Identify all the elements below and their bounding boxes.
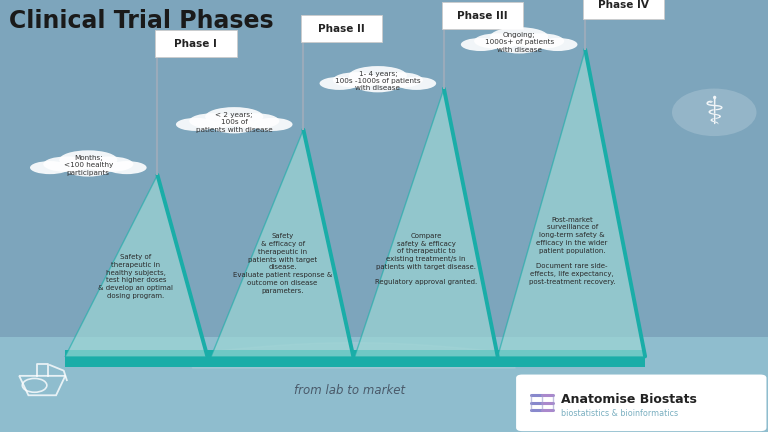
Text: from lab to market: from lab to market xyxy=(294,384,405,397)
Text: Safety of
therapeutic in
healthy subjects,
test higher doses
& develop an optima: Safety of therapeutic in healthy subject… xyxy=(98,254,174,299)
Text: biostatistics & bioinformatics: biostatistics & bioinformatics xyxy=(561,410,678,418)
Text: Months;
<100 healthy
participants: Months; <100 healthy participants xyxy=(64,155,113,176)
FancyBboxPatch shape xyxy=(516,375,766,431)
Ellipse shape xyxy=(30,161,70,174)
Ellipse shape xyxy=(461,38,501,51)
Text: Phase IV: Phase IV xyxy=(598,0,649,10)
Text: Clinical Trial Phases: Clinical Trial Phases xyxy=(9,9,274,33)
Polygon shape xyxy=(498,50,645,356)
Ellipse shape xyxy=(349,66,407,85)
Ellipse shape xyxy=(538,38,578,51)
Polygon shape xyxy=(355,89,498,356)
Ellipse shape xyxy=(517,33,564,49)
Ellipse shape xyxy=(86,156,134,172)
Ellipse shape xyxy=(232,113,280,129)
FancyBboxPatch shape xyxy=(442,2,523,29)
Ellipse shape xyxy=(176,118,216,131)
Ellipse shape xyxy=(497,39,541,54)
Polygon shape xyxy=(211,130,353,356)
Ellipse shape xyxy=(43,156,91,172)
Ellipse shape xyxy=(253,118,293,131)
Ellipse shape xyxy=(66,162,111,177)
Ellipse shape xyxy=(59,150,118,169)
Circle shape xyxy=(672,89,756,136)
Ellipse shape xyxy=(205,107,263,126)
Text: Phase I: Phase I xyxy=(174,38,217,49)
Ellipse shape xyxy=(474,33,521,49)
Text: Ongoing;
1000s+ of patients
with disease: Ongoing; 1000s+ of patients with disease xyxy=(485,32,554,53)
Text: ⚕: ⚕ xyxy=(703,93,725,131)
Ellipse shape xyxy=(319,77,359,90)
Ellipse shape xyxy=(189,113,237,129)
Ellipse shape xyxy=(376,72,423,88)
FancyBboxPatch shape xyxy=(301,15,382,42)
FancyBboxPatch shape xyxy=(155,30,237,57)
Text: Phase III: Phase III xyxy=(457,10,508,21)
FancyBboxPatch shape xyxy=(583,0,664,19)
Ellipse shape xyxy=(333,72,380,88)
Text: < 2 years;
100s of
patients with disease: < 2 years; 100s of patients with disease xyxy=(196,112,273,133)
Text: 1- 4 years;
100s -1000s of patients
with disease: 1- 4 years; 100s -1000s of patients with… xyxy=(335,71,421,92)
Text: Phase II: Phase II xyxy=(319,23,365,34)
Text: Anatomise Biostats: Anatomise Biostats xyxy=(561,393,697,406)
FancyBboxPatch shape xyxy=(0,337,768,432)
Ellipse shape xyxy=(396,77,436,90)
Ellipse shape xyxy=(107,161,147,174)
Ellipse shape xyxy=(356,78,400,92)
FancyBboxPatch shape xyxy=(65,350,645,367)
Ellipse shape xyxy=(490,27,548,46)
Text: Safety
& efficacy of
therapeutic in
patients with target
disease.
Evaluate patie: Safety & efficacy of therapeutic in pati… xyxy=(233,233,333,294)
Text: Compare
safety & efficacy
of therapeutic to
existing treatment/s in
patients wit: Compare safety & efficacy of therapeutic… xyxy=(375,233,478,286)
Polygon shape xyxy=(65,175,207,356)
Ellipse shape xyxy=(212,119,257,133)
Text: Post-market
surveillance of
long-term safety &
efficacy in the wider
patient pop: Post-market surveillance of long-term sa… xyxy=(529,216,615,285)
